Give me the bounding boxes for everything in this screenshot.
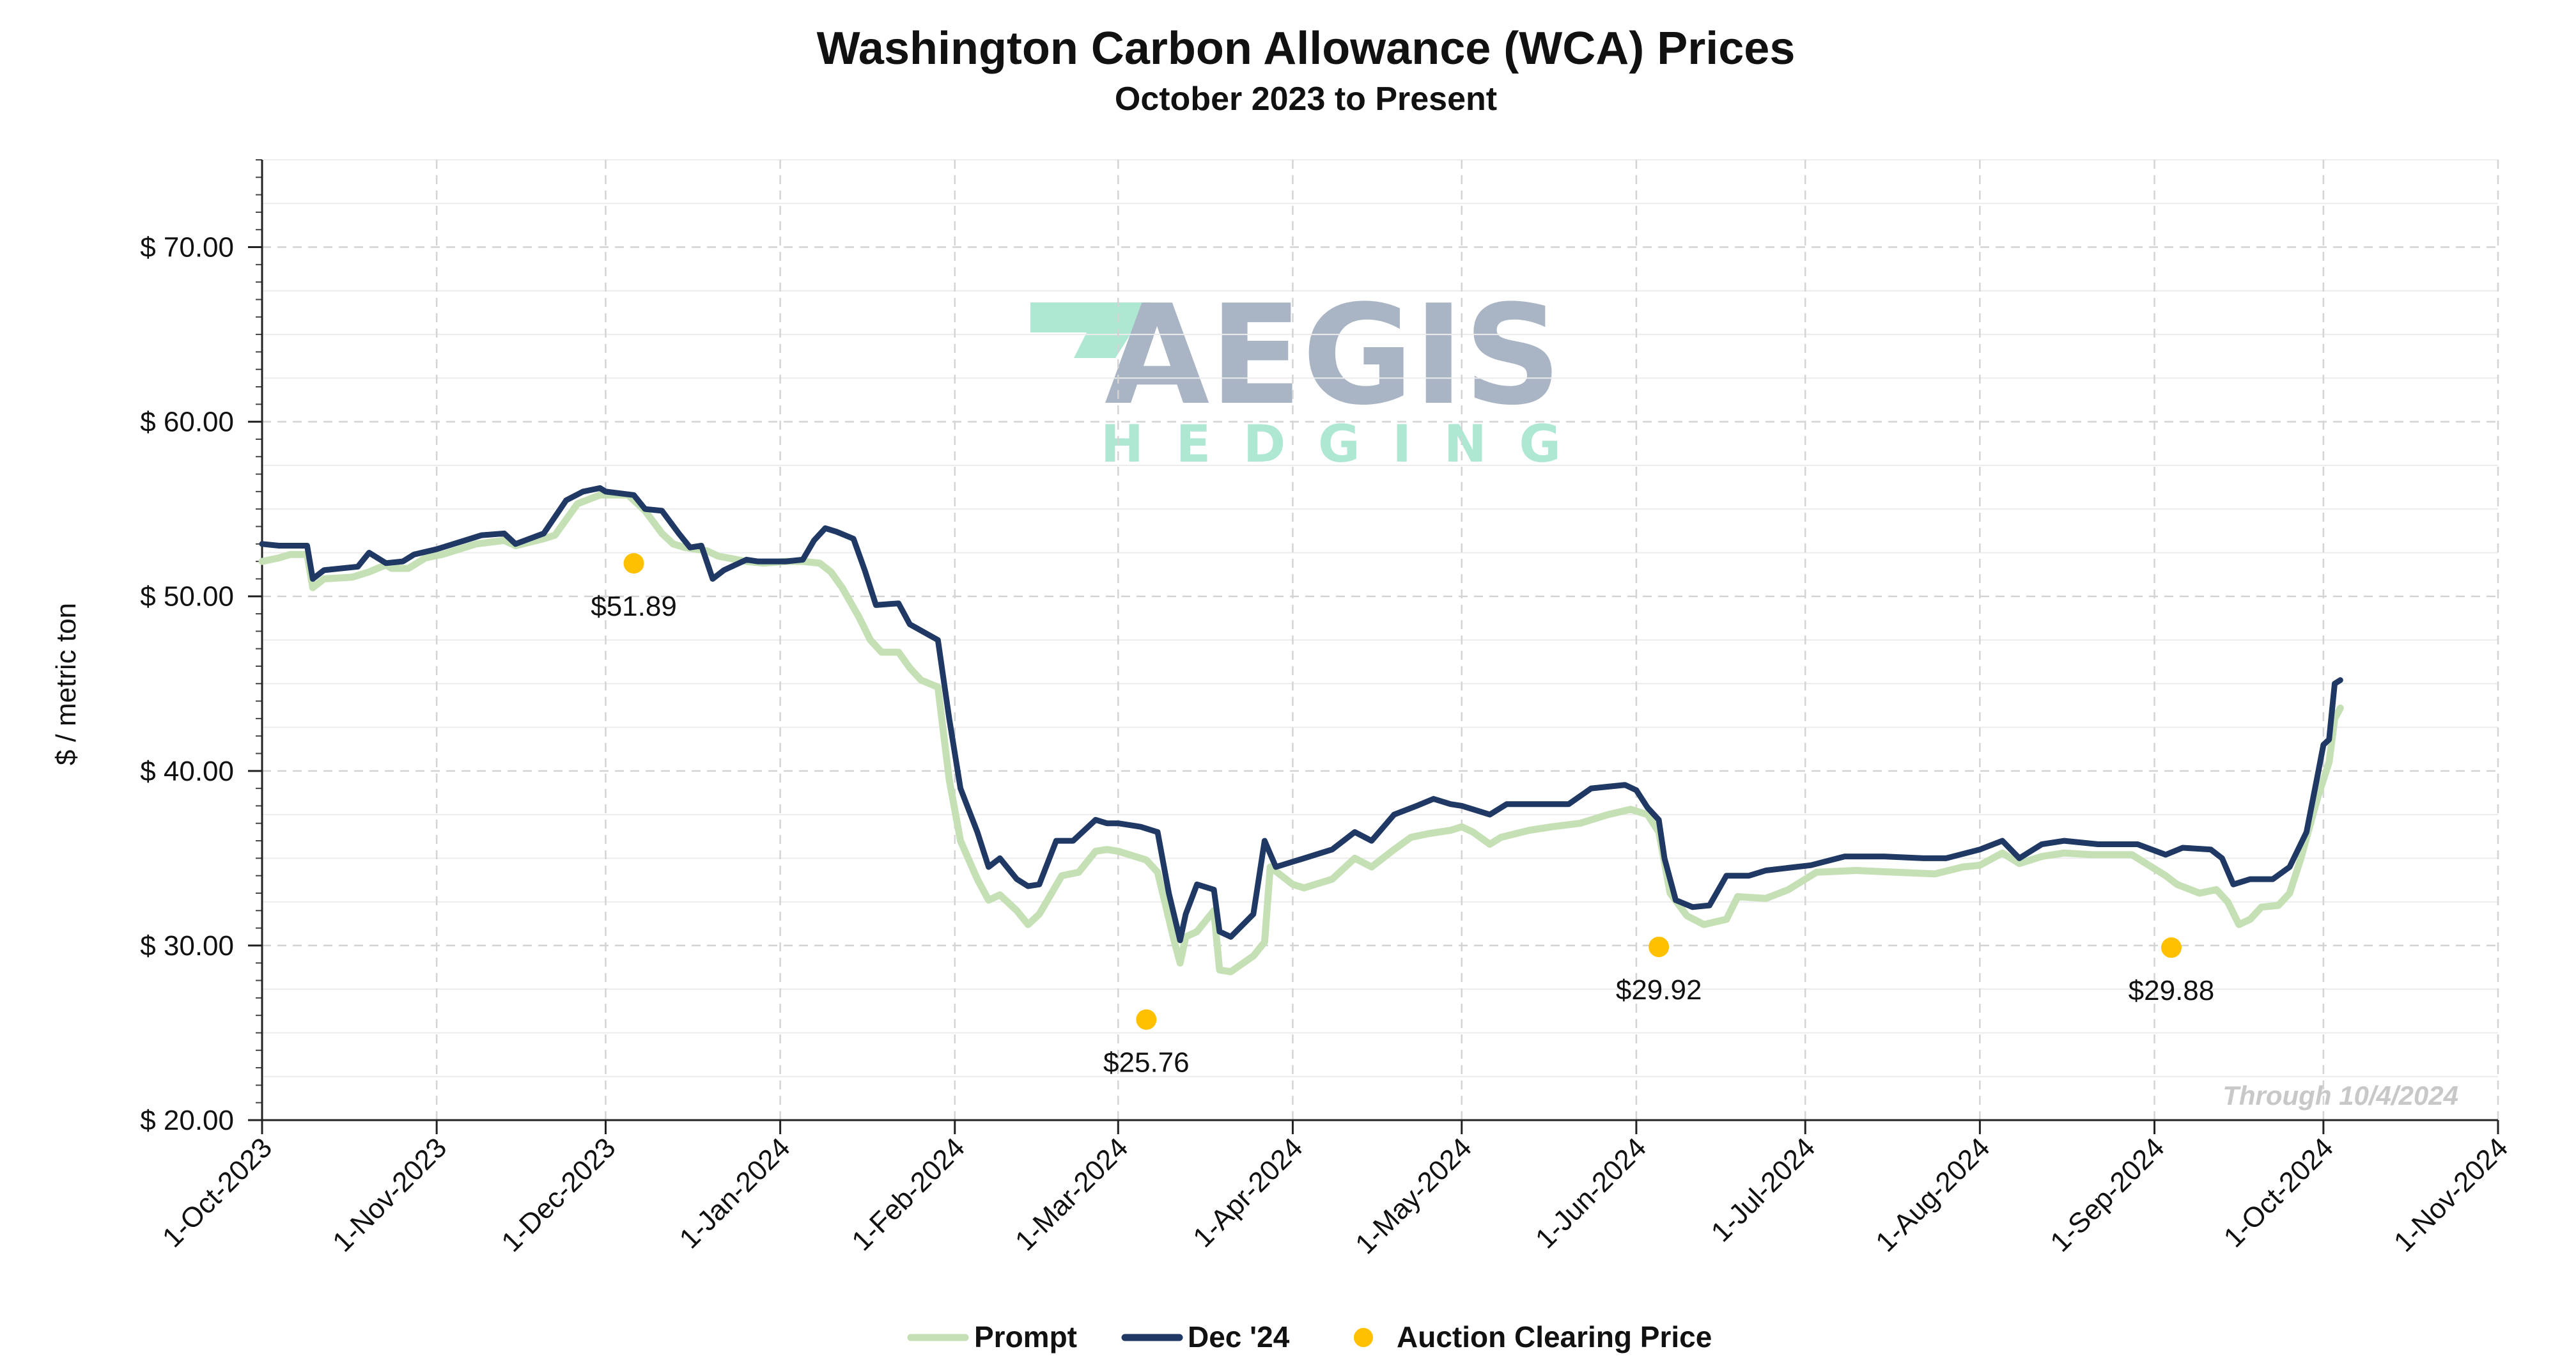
- auction-price-label: $25.76: [1103, 1047, 1190, 1079]
- logo-wordmark: AEGIS: [1105, 275, 1562, 435]
- auction-points: $51.89 $25.76 $29.92 $29.88: [591, 553, 2214, 1079]
- y-tick-label: $ 60.00: [140, 407, 234, 438]
- auction-price-label: $29.88: [2129, 975, 2215, 1006]
- x-tick-label: 1-Apr-2024: [1187, 1132, 1308, 1253]
- auction-price-point: [623, 553, 644, 574]
- legend: Prompt Dec '24 Auction Clearing Price: [907, 1320, 1712, 1353]
- through-date-annotation: Through 10/4/2024: [2223, 1080, 2458, 1111]
- chart-title: Washington Carbon Allowance (WCA) Prices: [817, 23, 1796, 74]
- y-tick-label: $ 40.00: [140, 756, 234, 787]
- legend-prompt-label: Prompt: [974, 1320, 1077, 1353]
- auction-price-point: [1136, 1009, 1157, 1030]
- y-tick-label: $ 20.00: [140, 1105, 234, 1136]
- x-tick-label: 1-Nov-2023: [327, 1132, 453, 1258]
- auction-price-point: [2161, 937, 2182, 958]
- x-tick-label: 1-Aug-2024: [1870, 1132, 1996, 1258]
- y-tick-label: $ 30.00: [140, 930, 234, 962]
- x-tick-label: 1-Oct-2023: [157, 1132, 278, 1253]
- x-tick-label: 1-Jan-2024: [674, 1132, 796, 1254]
- grid-lines: [262, 159, 2499, 1120]
- auction-price-label: $29.92: [1616, 974, 1702, 1006]
- x-tick-label: 1-Sep-2024: [2044, 1132, 2170, 1258]
- y-axis-title: $ / metric ton: [50, 603, 82, 765]
- logo-mark-icon: [1030, 302, 1151, 358]
- auction-price-point: [1649, 937, 1670, 958]
- logo-subtext: HEDGING: [1101, 414, 1561, 474]
- x-tick-label: 1-Nov-2024: [2388, 1132, 2514, 1258]
- legend-auction-marker: [1354, 1328, 1373, 1347]
- auction-price-label: $51.89: [591, 591, 677, 622]
- x-tick-label: 1-May-2024: [1349, 1132, 1478, 1260]
- x-tick-label: 1-Oct-2024: [2218, 1132, 2339, 1253]
- x-tick-label: 1-Feb-2024: [846, 1132, 971, 1257]
- x-tick-label: 1-Jun-2024: [1530, 1132, 1652, 1254]
- x-tick-label: 1-Mar-2024: [1009, 1132, 1134, 1256]
- y-tick-label: $ 70.00: [140, 232, 234, 263]
- x-tick-label: 1-Dec-2023: [495, 1132, 621, 1258]
- series-line-prompt: [258, 491, 2344, 976]
- legend-auction-label: Auction Clearing Price: [1397, 1320, 1712, 1353]
- legend-dec24-label: Dec '24: [1188, 1320, 1290, 1353]
- series-line-dec24: [259, 485, 2343, 944]
- y-tick-label: $ 50.00: [140, 581, 234, 612]
- series-lines: [258, 485, 2344, 976]
- chart-subtitle: October 2023 to Present: [1115, 81, 1497, 118]
- axes: [248, 159, 2499, 1134]
- x-tick-label: 1-Jul-2024: [1705, 1132, 1822, 1248]
